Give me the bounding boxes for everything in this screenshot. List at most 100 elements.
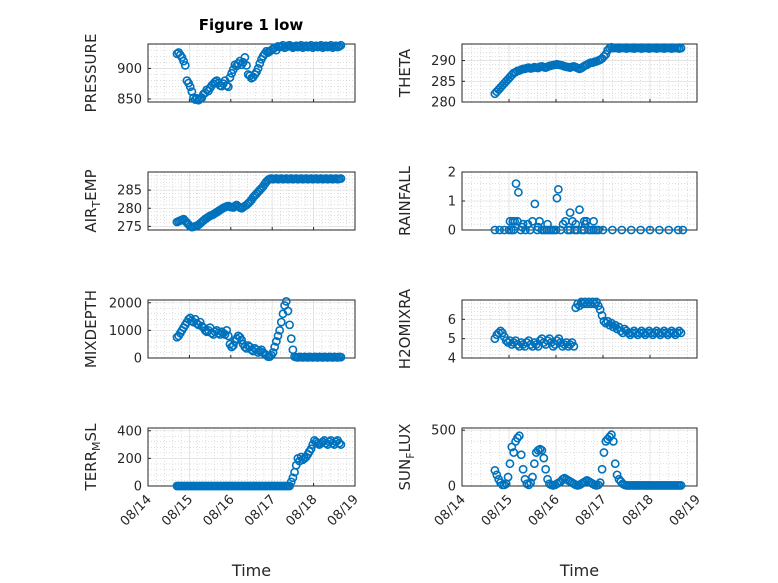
series-markers [172,436,346,491]
data-point [275,325,285,335]
data-point [526,478,536,488]
data-point [674,326,684,336]
figure-title: Figure 1 low [199,16,304,34]
y-tick-label: 1000 [109,324,142,339]
data-point [503,472,513,482]
x-tick-label: 08/19 [667,492,704,529]
y-tick-label: 2000 [109,296,142,311]
data-point [608,436,618,446]
data-point [514,187,523,197]
data-point [334,42,344,51]
x-tick-label: 08/18 [283,492,320,529]
data-point [513,216,522,226]
y-tick-label: 400 [117,424,142,439]
data-point [331,41,341,51]
y-tick-label: 280 [117,202,142,217]
y-tick-label: 5 [448,332,456,347]
data-point [492,470,502,480]
y-tick-label: 285 [117,184,142,199]
x-tick-label: 08/15 [159,492,196,529]
y-tick-label: 850 [117,92,142,107]
data-point [285,320,294,330]
y-tick-label: 6 [448,313,456,328]
data-point [537,445,547,455]
data-point [608,225,617,235]
x-tick-label: 08/14 [432,492,469,529]
data-point [664,225,674,235]
series-markers [490,42,686,99]
data-point [595,305,605,315]
y-axis-label: H2OMIXRA [396,288,414,369]
x-tick-label: 08/16 [201,492,238,529]
data-point [636,225,645,235]
data-point [580,219,590,229]
x-tick-label: 08/18 [620,492,657,529]
y-tick-label: 280 [431,96,456,111]
data-point [192,93,202,103]
data-point [240,53,250,62]
data-point [495,225,504,235]
data-point [490,225,500,235]
data-point [285,481,294,491]
data-point [268,348,278,357]
y-tick-label: 0 [448,480,456,495]
data-point [185,82,195,92]
data-point [509,448,519,457]
data-point [599,52,609,61]
data-point [553,184,563,194]
y-tick-label: 0 [134,352,142,367]
data-point [516,450,526,460]
data-point [569,341,579,351]
data-point [672,328,682,338]
data-point [336,174,346,183]
series-markers [172,174,346,232]
data-point [673,225,683,235]
subplot-4: 0 1 2 RAINFALL [396,165,698,239]
data-point [543,219,552,229]
data-point [288,473,298,483]
data-point [539,453,549,463]
data-point [513,433,522,443]
data-point [179,56,189,66]
y-tick-label: 200 [117,452,142,467]
subplot-5: 0 1000 2000 MIXDEPTH [82,290,356,368]
data-point [678,225,688,235]
data-point [510,216,520,226]
data-point [336,440,346,449]
data-point [601,49,611,59]
data-point [617,225,627,235]
data-point [222,81,232,90]
data-point [336,40,346,50]
data-point [533,222,543,232]
data-point [529,459,539,469]
data-point [626,225,636,235]
data-point [490,465,500,475]
series-markers [172,40,346,105]
y-axis-label: TERRMSL [82,423,103,492]
data-point [270,342,280,352]
data-point [223,82,233,92]
subplot-6: 4 5 6 H2OMIXRA [396,288,698,369]
data-point [676,328,686,338]
data-point [676,43,686,53]
data-point [595,478,605,488]
data-point [552,193,562,203]
data-point [336,352,346,362]
data-point [223,331,233,341]
data-point [571,219,581,229]
data-point [180,60,190,70]
y-tick-label: 900 [117,62,142,77]
subplot-8: 0 500 08/14 08/15 08/16 08/17 08/18 08/19 Time SU… [396,424,704,580]
y-tick-label: 4 [448,352,456,367]
data-point [255,59,265,68]
data-point [511,179,521,188]
grid [147,300,356,359]
subplot-3: 275 280 285 AIRTEMP [82,169,356,235]
data-point [286,477,296,487]
y-tick-label: 275 [117,220,142,235]
y-axis-label: PRESSURE [82,34,100,113]
x-axis-label: Time [559,561,599,580]
series-markers [490,179,688,235]
data-point [551,225,561,235]
data-point [597,311,607,320]
